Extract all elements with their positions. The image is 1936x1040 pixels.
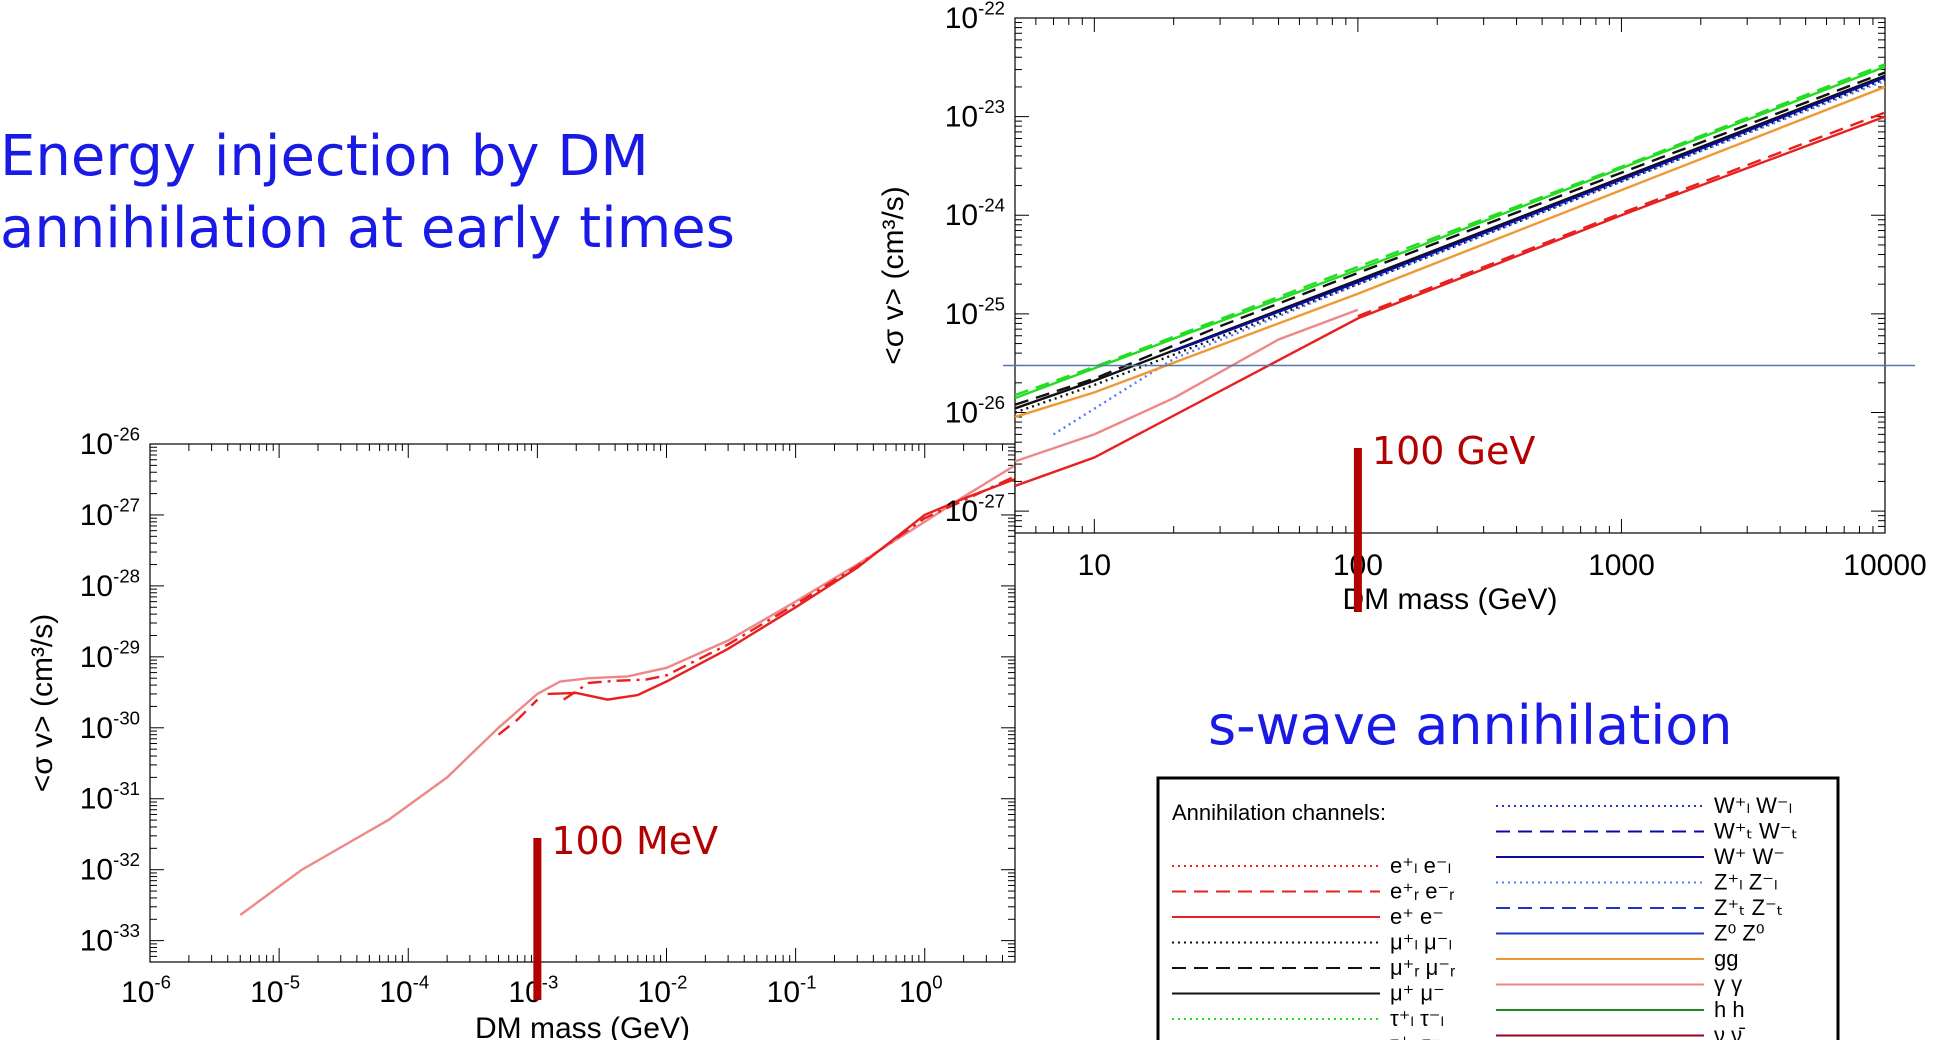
legend-entry-label: W⁺ W⁻: [1714, 844, 1785, 869]
series-line-8: [1015, 308, 1359, 463]
y-tick-label: 10-30: [80, 707, 140, 745]
legend-entry-label: μ⁺ₗ μ⁻ₗ: [1390, 930, 1452, 955]
legend-entry-label: γ γ: [1714, 972, 1742, 997]
series-line-1: [547, 477, 1015, 701]
x-tick-label: 10-4: [379, 972, 429, 1010]
slide-title-line-1: Energy injection by DM: [0, 124, 649, 189]
y-tick-label: 10-32: [80, 849, 140, 887]
slide-title-line-2: annihilation at early times: [0, 196, 735, 261]
legend-entry-label: μ⁺ᵣ μ⁻ᵣ: [1390, 955, 1455, 980]
x-tick-label: 10-1: [767, 972, 817, 1010]
y-tick-label: 10-26: [80, 424, 140, 462]
x-tick-label: 1000: [1588, 549, 1655, 582]
legend-entry-label: Z⁺ₗ Z⁻ₗ: [1714, 870, 1778, 895]
series-line-2: [1015, 71, 1885, 406]
series-line-1: [1015, 63, 1885, 397]
x-tick-label: 10-2: [638, 972, 688, 1010]
legend-entry-label: Z⁰ Z⁰: [1714, 921, 1765, 946]
y-axis-label: <σ v> (cm³/s): [26, 614, 59, 793]
series-line-3: [1015, 74, 1885, 410]
y-tick-label: 10-33: [80, 920, 140, 958]
series-line-3: [497, 698, 539, 736]
legend-entry-label: τ⁺ᵣ τ⁻ᵣ: [1390, 1032, 1447, 1040]
legend: Annihilation channels: e⁺ₗ e⁻ₗe⁺ᵣ e⁻ᵣe⁺ e…: [1156, 776, 1840, 1040]
annotation-label: 100 GeV: [1372, 429, 1535, 473]
y-tick-label: 10-31: [80, 778, 140, 816]
x-axis-label: DM mass (GeV): [475, 1012, 690, 1040]
legend-header: Annihilation channels:: [1172, 800, 1386, 825]
annotation-label: 100 MeV: [551, 819, 718, 863]
x-tick-label: 100: [899, 972, 943, 1010]
main-plot-frame: [149, 443, 1016, 963]
series-line-10: [1357, 111, 1885, 318]
y-tick-label: 10-29: [80, 636, 140, 674]
series-line-9: [1015, 115, 1885, 488]
series-line-5: [1173, 76, 1885, 353]
slide-subtitle: s-wave annihilation: [1208, 694, 1733, 757]
legend-entry-label: gg: [1714, 946, 1738, 971]
inset-plot: 1010010001000010-2210-2310-2410-2510-261…: [877, 0, 1927, 616]
legend-entry-label: e⁺ e⁻: [1390, 904, 1444, 929]
legend-entry-label: τ⁺ₗ τ⁻ₗ: [1390, 1006, 1444, 1031]
y-tick-label: 10-25: [945, 293, 1005, 331]
y-tick-label: 10-26: [945, 392, 1005, 430]
series-line-0: [1015, 65, 1885, 400]
legend-entry-label: W⁺ₗ W⁻ₗ: [1714, 793, 1792, 818]
main-plot-ticks: [149, 443, 1016, 962]
y-tick-label: 10-28: [80, 565, 140, 603]
main-plot: 10-6 10-5 10-4 10-3 10-2 10-1 10010-2610-2710-…: [26, 424, 1016, 1040]
y-tick-label: 10-27: [945, 491, 1005, 529]
inset-plot-series: [1015, 63, 1885, 488]
x-axis-label: DM mass (GeV): [1342, 583, 1557, 616]
legend-entry-label: Z⁺ₜ Z⁻ₜ: [1714, 895, 1783, 920]
y-tick-label: 10-23: [945, 96, 1005, 134]
y-tick-label: 10-27: [80, 494, 140, 532]
x-tick-label: 10: [1078, 549, 1111, 582]
series-line-2: [563, 475, 1015, 701]
series-line-7: [1015, 85, 1885, 419]
main-plot-series: [239, 464, 1015, 916]
legend-entry-label: h h: [1714, 997, 1745, 1022]
legend-entry-label: ν ν̄: [1714, 1023, 1745, 1040]
y-tick-label: 10-24: [945, 195, 1005, 233]
x-tick-label: 10-5: [250, 972, 300, 1010]
y-axis-label: <σ v> (cm³/s): [877, 186, 910, 365]
series-line-4: [1015, 77, 1885, 414]
legend-entry-label: μ⁺ μ⁻: [1390, 981, 1445, 1006]
x-tick-label: 10000: [1843, 549, 1926, 582]
x-tick-label: 10-6: [121, 972, 171, 1010]
y-tick-label: 10-22: [945, 0, 1005, 35]
legend-entry-label: e⁺ₗ e⁻ₗ: [1390, 853, 1451, 878]
inset-plot-frame: [1014, 17, 1886, 534]
legend-entry-label: W⁺ₜ W⁻ₜ: [1714, 819, 1798, 844]
legend-entry-label: e⁺ᵣ e⁻ᵣ: [1390, 879, 1454, 904]
